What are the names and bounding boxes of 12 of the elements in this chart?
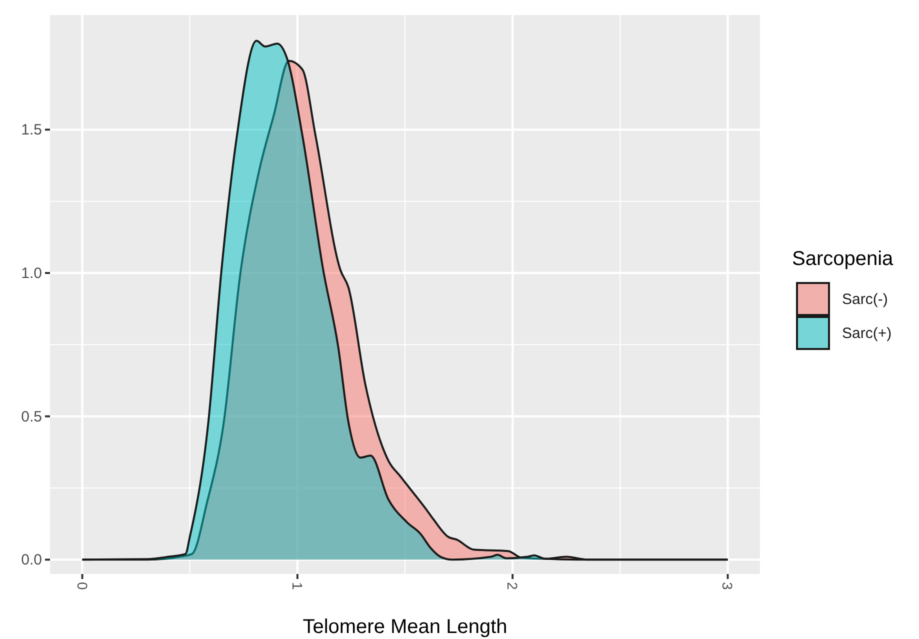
y-tick-label: 1.5 bbox=[21, 122, 42, 139]
x-tick-label: 1 bbox=[289, 582, 306, 590]
y-tick-label: 0.5 bbox=[21, 408, 42, 426]
y-tick-label: 1.0 bbox=[21, 265, 42, 282]
x-tick-label: 2 bbox=[504, 582, 521, 590]
legend-label: Sarc(-) bbox=[842, 291, 888, 308]
legend-label: Sarc(+) bbox=[842, 325, 892, 342]
legend-title: Sarcopenia bbox=[792, 248, 894, 270]
x-tick-label: 0 bbox=[74, 582, 90, 590]
x-axis-title: Telomere Mean Length bbox=[302, 616, 508, 638]
x-tick-label: 3 bbox=[720, 582, 736, 590]
y-tick-label: 0.0 bbox=[21, 552, 42, 569]
